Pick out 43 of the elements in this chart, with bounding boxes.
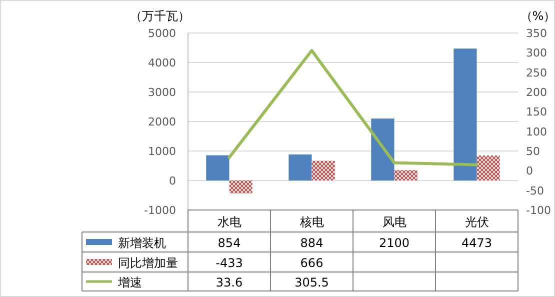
bar — [394, 170, 418, 180]
bar — [454, 48, 477, 180]
data-label: 4473 — [461, 236, 492, 250]
y-tick-label: 2000 — [148, 116, 176, 128]
legend-label: 新增装机 — [118, 236, 166, 250]
x-tick-label: 风电 — [382, 215, 406, 229]
y-tick-label: 1000 — [148, 145, 176, 158]
data-label: 33.6 — [216, 276, 243, 290]
x-tick-label: 核电 — [298, 215, 324, 229]
y-tick-label: -1000 — [144, 204, 176, 217]
bar — [288, 154, 312, 180]
y-tick-label: 5000 — [148, 27, 176, 40]
y2-tick-label: 150 — [526, 106, 547, 119]
data-label: -433 — [216, 256, 243, 270]
bar — [229, 180, 252, 194]
data-label: 2100 — [378, 236, 410, 250]
data-label: 854 — [218, 236, 241, 250]
legend-label: 同比增加量 — [118, 256, 178, 270]
y-tick-label: 0 — [169, 174, 176, 188]
y-tick-label: 3000 — [148, 86, 176, 99]
x-tick-label: 光伏 — [464, 215, 489, 229]
legend-label: 增速 — [117, 276, 142, 290]
bar — [206, 155, 230, 180]
y2-tick-label: 50 — [526, 145, 540, 158]
y2-tick-label: 0 — [526, 164, 533, 178]
y2-tick-label: 250 — [526, 66, 547, 80]
y-axis-title: （万千瓦） — [130, 9, 190, 23]
data-label: 884 — [300, 236, 324, 250]
y2-tick-label: 350 — [526, 27, 547, 40]
data-label: 666 — [300, 256, 324, 270]
data-label: 305.5 — [294, 276, 329, 290]
y2-tick-label: 100 — [526, 125, 547, 138]
bar — [476, 155, 500, 180]
y2-axis-title: （%） — [520, 9, 555, 23]
bar — [312, 160, 335, 180]
bar — [371, 118, 394, 180]
y2-tick-label: 200 — [526, 86, 547, 99]
x-tick-label: 水电 — [217, 215, 242, 229]
line-series — [228, 49, 478, 166]
y2-tick-label: 300 — [526, 46, 547, 60]
y2-tick-label: -100 — [526, 204, 551, 217]
y-tick-label: 4000 — [148, 56, 176, 70]
y2-tick-label: -50 — [526, 184, 544, 198]
